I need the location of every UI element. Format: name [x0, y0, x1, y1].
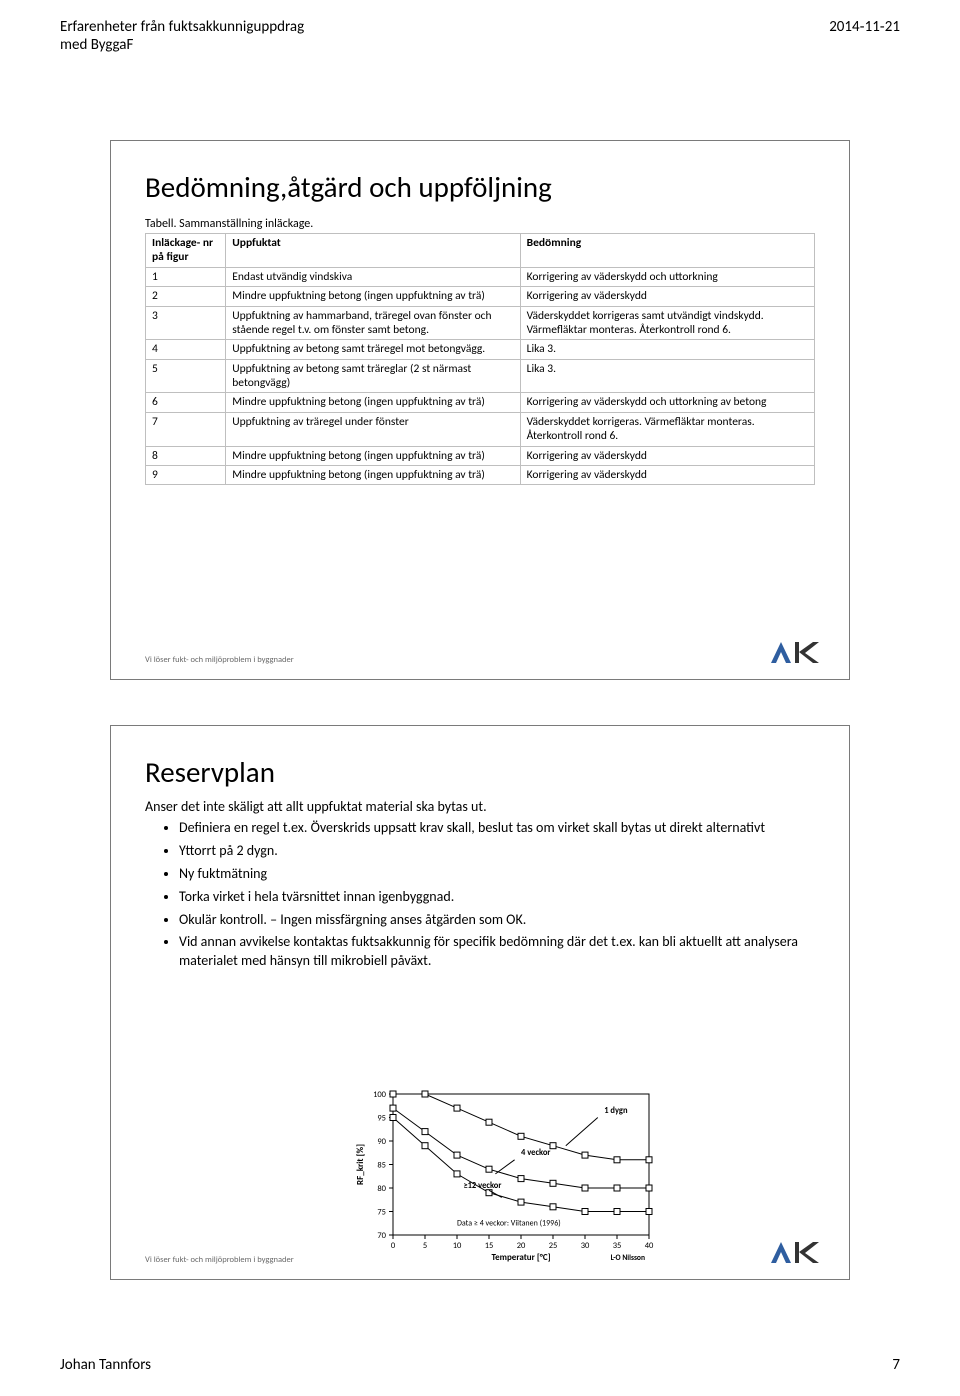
table-caption: Tabell. Sammanställning inläckage. [145, 217, 815, 231]
table-header-row: Inläckage- nr på figur Uppfuktat Bedömni… [146, 234, 815, 268]
slide2-footer: Vi löser fukt- och miljöproblem i byggna… [145, 1239, 819, 1265]
slide2-title: Reservplan [145, 754, 815, 790]
list-item: Definiera en regel t.ex. Överskrids upps… [179, 819, 815, 838]
th-bed: Bedömning [520, 234, 814, 268]
table-cell: Korrigering av väderskydd och uttorkning… [520, 393, 814, 412]
header-right: 2014‑11‑21 [829, 18, 900, 54]
svg-text:80: 80 [377, 1184, 386, 1194]
table-row: 8Mindre uppfuktning betong (ingen uppfuk… [146, 446, 815, 465]
list-item: Okulär kontroll. – Ingen missfärgning an… [179, 911, 815, 930]
list-item: Yttorrt på 2 dygn. [179, 842, 815, 861]
rf-chart: 0510152025303540707580859095100Temperatu… [351, 1088, 661, 1263]
table-row: 1Endast utvändig vindskivaKorrigering av… [146, 267, 815, 286]
table-row: 2Mindre uppfuktning betong (ingen uppfuk… [146, 287, 815, 306]
header-left: Erfarenheter från fuktsakkunniguppdrag m… [60, 18, 304, 54]
svg-text:1 dygn: 1 dygn [604, 1106, 628, 1116]
table-cell: 8 [146, 446, 226, 465]
table-cell: Mindre uppfuktning betong (ingen uppfukt… [226, 393, 520, 412]
table-cell: Endast utvändig vindskiva [226, 267, 520, 286]
footer-right: 7 [892, 1356, 900, 1374]
slide-2: Reservplan Anser det inte skäligt att al… [110, 725, 850, 1280]
slide1-title: Bedömning,åtgärd och uppföljning [145, 169, 815, 205]
svg-text:RF_krit [%]: RF_krit [%] [355, 1144, 366, 1185]
slide-1: Bedömning,åtgärd och uppföljning Tabell.… [110, 140, 850, 680]
table-cell: 9 [146, 465, 226, 484]
table-cell: Korrigering av väderskydd [520, 287, 814, 306]
svg-text:100: 100 [373, 1090, 387, 1100]
table-cell: 6 [146, 393, 226, 412]
bullet-list: Definiera en regel t.ex. Överskrids upps… [179, 819, 815, 971]
header-left-line2: med ByggaF [60, 36, 133, 54]
table-row: 5Uppfuktning av betong samt träreglar (2… [146, 359, 815, 393]
header-left-line1: Erfarenheter från fuktsakkunniguppdrag [60, 18, 304, 36]
table-cell: 2 [146, 287, 226, 306]
page-footer: Johan Tannfors 7 [60, 1356, 900, 1374]
table-cell: Väderskyddet korrigeras. Värmefläktar mo… [520, 412, 814, 446]
footer-left: Johan Tannfors [60, 1356, 151, 1374]
svg-text:4 veckor: 4 veckor [521, 1148, 550, 1158]
table-cell: Uppfuktning av träregel under fönster [226, 412, 520, 446]
slide1-footer-text: Vi löser fukt- och miljöproblem i byggna… [145, 655, 294, 665]
table-cell: Uppfuktning av betong samt träregel mot … [226, 340, 520, 359]
svg-text:Data ≥ 4 veckor: Viitanen (199: Data ≥ 4 veckor: Viitanen (1996) [457, 1219, 561, 1229]
table-cell: Lika 3. [520, 359, 814, 393]
svg-text:90: 90 [377, 1137, 386, 1147]
table-cell: Mindre uppfuktning betong (ingen uppfukt… [226, 465, 520, 484]
ak-logo-icon [765, 1239, 819, 1265]
table-cell: Korrigering av väderskydd och uttorkning [520, 267, 814, 286]
svg-text:85: 85 [377, 1161, 386, 1171]
ak-logo-icon [765, 639, 819, 665]
svg-text:≥12 veckor: ≥12 veckor [463, 1181, 501, 1191]
table-cell: 3 [146, 306, 226, 340]
slide2-subhead: Anser det inte skäligt att allt uppfukta… [145, 798, 815, 815]
slide2-footer-text: Vi löser fukt- och miljöproblem i byggna… [145, 1255, 294, 1265]
table-cell: 7 [146, 412, 226, 446]
leakage-table: Inläckage- nr på figur Uppfuktat Bedömni… [145, 233, 815, 485]
table-cell: Korrigering av väderskydd [520, 465, 814, 484]
svg-text:75: 75 [377, 1208, 386, 1218]
table-cell: 1 [146, 267, 226, 286]
table-cell: Uppfuktning av hammarband, träregel ovan… [226, 306, 520, 340]
table-cell: Korrigering av väderskydd [520, 446, 814, 465]
table-cell: 4 [146, 340, 226, 359]
table-row: 6Mindre uppfuktning betong (ingen uppfuk… [146, 393, 815, 412]
th-upp: Uppfuktat [226, 234, 520, 268]
th-nr: Inläckage- nr på figur [146, 234, 226, 268]
table-cell: 5 [146, 359, 226, 393]
list-item: Torka virket i hela tvärsnittet innan ig… [179, 888, 815, 907]
svg-text:95: 95 [377, 1114, 386, 1124]
table-row: 9Mindre uppfuktning betong (ingen uppfuk… [146, 465, 815, 484]
table-cell: Mindre uppfuktning betong (ingen uppfukt… [226, 287, 520, 306]
table-row: 4Uppfuktning av betong samt träregel mot… [146, 340, 815, 359]
table-row: 7Uppfuktning av träregel under fönsterVä… [146, 412, 815, 446]
table-cell: Mindre uppfuktning betong (ingen uppfukt… [226, 446, 520, 465]
table-cell: Väderskyddet korrigeras samt utvändigt v… [520, 306, 814, 340]
table-cell: Uppfuktning av betong samt träreglar (2 … [226, 359, 520, 393]
table-row: 3Uppfuktning av hammarband, träregel ova… [146, 306, 815, 340]
list-item: Vid annan avvikelse kontaktas fuktsakkun… [179, 933, 815, 971]
page-header: Erfarenheter från fuktsakkunniguppdrag m… [60, 18, 900, 54]
slide1-footer: Vi löser fukt- och miljöproblem i byggna… [145, 639, 819, 665]
table-cell: Lika 3. [520, 340, 814, 359]
list-item: Ny fuktmätning [179, 865, 815, 884]
